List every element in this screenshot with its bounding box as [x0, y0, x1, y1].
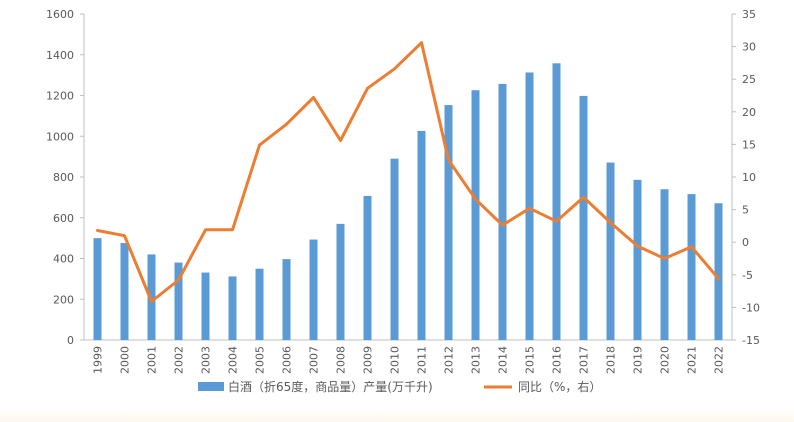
x-axis-tick-label: 2012 — [443, 346, 456, 374]
left-axis-tick-label: 800 — [53, 171, 74, 184]
bar — [282, 259, 291, 340]
x-axis-tick-label: 2000 — [119, 346, 132, 374]
legend-bar-label: 白酒（折65度，商品量）产量(万千升) — [228, 379, 433, 394]
bar — [363, 195, 372, 340]
x-axis-tick-label: 2007 — [308, 346, 321, 374]
bottom-band — [0, 408, 794, 422]
right-axis-tick-label: -10 — [742, 301, 760, 314]
bar — [174, 262, 183, 340]
right-axis-tick-label: 15 — [742, 138, 756, 151]
x-axis-tick-label: 2008 — [335, 346, 348, 374]
x-axis-tick-label: 2016 — [551, 346, 564, 374]
x-axis-tick-label: 1999 — [92, 346, 105, 374]
right-axis-tick-label: 20 — [742, 106, 756, 119]
right-axis-tick-label: 5 — [742, 204, 749, 217]
bar — [417, 130, 426, 340]
left-axis-tick-label: 1200 — [46, 90, 74, 103]
x-axis-tick-label: 2009 — [362, 346, 375, 374]
right-axis-tick-label: -15 — [742, 334, 760, 347]
left-axis-tick-label: 1600 — [46, 8, 74, 21]
line-series — [96, 41, 720, 303]
left-axis-tick-label: 1000 — [46, 130, 74, 143]
bar — [633, 179, 642, 340]
x-axis-tick-label: 2005 — [254, 346, 267, 374]
x-axis-tick-label: 2014 — [497, 346, 510, 374]
left-axis-tick-label: 600 — [53, 212, 74, 225]
bar — [498, 83, 507, 340]
bar-series — [93, 63, 723, 341]
x-axis-tick-label: 2018 — [605, 346, 618, 374]
bar — [552, 63, 561, 341]
x-axis-tick-label: 2011 — [416, 346, 429, 374]
bar — [390, 158, 399, 340]
bar — [228, 276, 237, 340]
yoy-line — [96, 41, 720, 303]
x-axis-tick-label: 2022 — [713, 346, 726, 374]
bar — [93, 238, 102, 340]
bar — [606, 162, 615, 340]
x-axis-tick-label: 2019 — [632, 346, 645, 374]
legend-line-label: 同比（%，右） — [518, 379, 601, 394]
bar — [579, 95, 588, 340]
x-axis-tick-label: 2020 — [659, 346, 672, 374]
x-axis-tick-label: 2010 — [389, 346, 402, 374]
left-axis-tick-label: 400 — [53, 253, 74, 266]
bar — [255, 268, 264, 340]
bar — [687, 194, 696, 340]
x-axis-tick-label: 2002 — [173, 346, 186, 374]
bar — [660, 189, 669, 340]
bar — [471, 90, 480, 340]
x-axis-tick-label: 2021 — [686, 346, 699, 374]
right-axis-tick-label: -5 — [742, 269, 753, 282]
right-axis-tick-label: 35 — [742, 8, 756, 21]
x-axis-tick-label: 2001 — [146, 346, 159, 374]
legend: 白酒（折65度，商品量）产量(万千升) 同比（%，右） — [198, 379, 601, 394]
left-axis-tick-label: 200 — [53, 293, 74, 306]
bar — [120, 243, 129, 340]
right-axis-tick-label: 25 — [742, 73, 756, 86]
right-axis-tick-label: 0 — [742, 236, 749, 249]
axes: 0 200 400 600 800 1000 1200 1400 1600 -15 -10 -5 0 5 1… — [46, 8, 760, 347]
legend-bar-swatch — [198, 382, 224, 391]
bar — [309, 239, 318, 340]
x-axis-tick-label: 2015 — [524, 346, 537, 374]
bar — [201, 272, 210, 340]
x-axis-tick-label: 2013 — [470, 346, 483, 374]
left-axis-tick-label: 1400 — [46, 49, 74, 62]
bar — [714, 203, 723, 340]
left-axis-tick-label: 0 — [67, 334, 74, 347]
x-axis-tick-label: 2004 — [227, 346, 240, 374]
right-axis-tick-label: 30 — [742, 41, 756, 54]
x-axis-tick-label: 2006 — [281, 346, 294, 374]
x-axis-tick-labels: 1999 2000 2001 2002 2003 2004 2005 2006 2007 2008… — [92, 346, 726, 374]
right-axis-tick-label: 10 — [742, 171, 756, 184]
bar — [147, 254, 156, 340]
bar — [336, 223, 345, 340]
bar — [525, 72, 534, 340]
x-axis-tick-label: 2003 — [200, 346, 213, 374]
x-axis-tick-label: 2017 — [578, 346, 591, 374]
bar — [444, 105, 453, 340]
